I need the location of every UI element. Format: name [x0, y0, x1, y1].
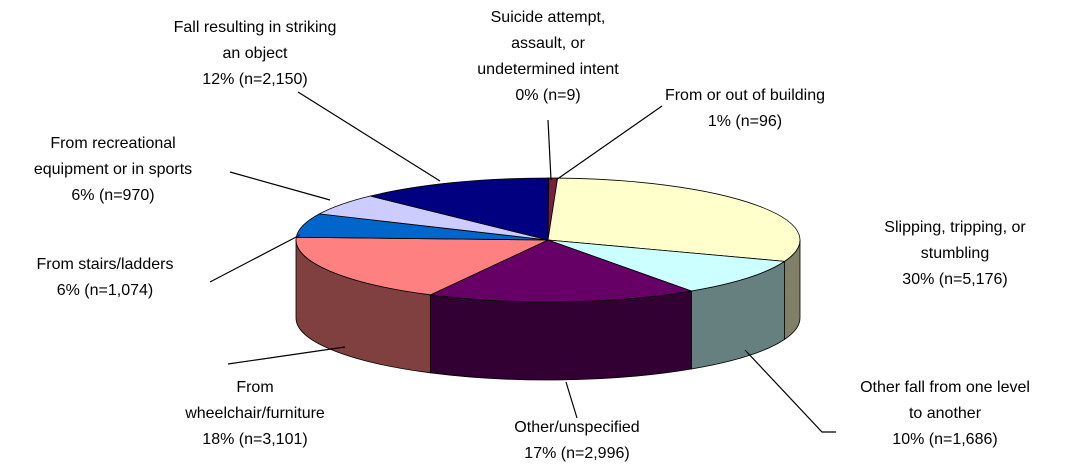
- pie-slice: [547, 177, 801, 262]
- pie-slice: [370, 177, 549, 241]
- value-label: 18% (n=3,101): [202, 431, 307, 448]
- leader-line: [565, 381, 578, 419]
- leader-line: [547, 119, 552, 181]
- leader-line: [297, 91, 441, 182]
- slice-label: Other/unspecified: [514, 419, 639, 436]
- value-label: 6% (n=1,074): [57, 282, 154, 299]
- leader-line: [744, 349, 836, 433]
- slice-label: From recreational equipment or in sports: [34, 135, 192, 178]
- slice-label: From stairs/ladders: [37, 256, 174, 273]
- value-label: 10% (n=1,686): [892, 431, 997, 448]
- slice-label: Other fall from one level to another: [860, 379, 1030, 422]
- value-label: 6% (n=970): [71, 187, 154, 204]
- slice-label: Suicide attempt, assault, or undetermined …: [477, 9, 619, 78]
- value-label: 12% (n=2,150): [202, 71, 307, 88]
- slice-label: From or out of building: [665, 87, 825, 104]
- value-label: 1% (n=96): [708, 113, 782, 130]
- leader-line: [229, 171, 331, 201]
- pie-slice: [295, 236, 549, 296]
- slice-label: From wheelchair/furniture: [184, 379, 325, 422]
- leader-line: [555, 105, 663, 181]
- leader-line: [227, 346, 346, 365]
- pie-slice: [547, 239, 786, 292]
- slice-label: Fall resulting in striking an object: [174, 19, 337, 62]
- value-label: 30% (n=5,176): [902, 271, 1007, 288]
- value-label: 0% (n=9): [515, 87, 580, 104]
- value-label: 17% (n=2,996): [524, 445, 629, 462]
- pie-slice: [428, 239, 693, 303]
- leader-line: [209, 234, 301, 283]
- pie-slice-side: [429, 290, 692, 381]
- slice-label: Slipping, tripping, or stumbling: [884, 219, 1026, 262]
